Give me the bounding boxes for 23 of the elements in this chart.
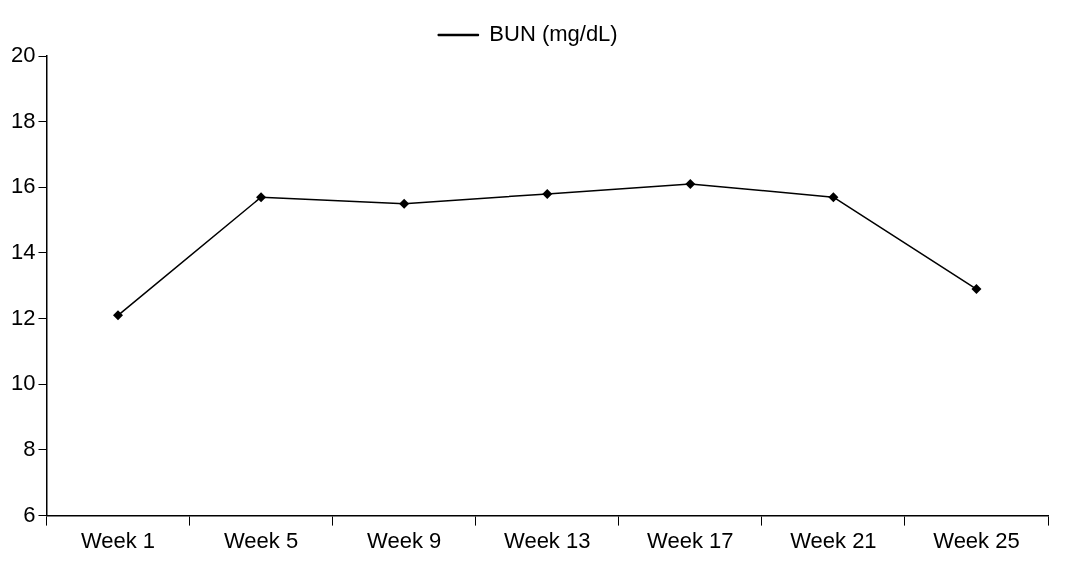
y-tick-label: 18 — [10, 107, 36, 133]
legend-label: BUN (mg/dL) — [489, 21, 618, 47]
x-tick-label: Week 21 — [790, 527, 877, 553]
point — [542, 188, 553, 199]
x-tick-label: Week 5 — [223, 527, 299, 553]
x-tick-label: Week 13 — [504, 527, 591, 553]
y-tick-label: 16 — [10, 173, 36, 199]
x-tick-label: Week 17 — [647, 527, 734, 553]
x-tick-label: Week 25 — [933, 527, 1020, 553]
point — [256, 192, 267, 203]
x-tick-label: Week 9 — [367, 527, 442, 553]
point — [685, 179, 696, 190]
y-tick-label: 20 — [10, 42, 36, 68]
x-tick-label: Week 1 — [80, 527, 156, 553]
y-tick-label: 14 — [10, 239, 36, 265]
point — [399, 198, 410, 209]
y-tick-label: 12 — [10, 304, 36, 330]
y-tick-label: 8 — [23, 436, 36, 462]
y-tick-label: 10 — [10, 370, 36, 396]
point — [971, 284, 982, 295]
point — [113, 310, 124, 321]
point — [828, 192, 839, 203]
y-tick-label: 6 — [23, 501, 36, 527]
